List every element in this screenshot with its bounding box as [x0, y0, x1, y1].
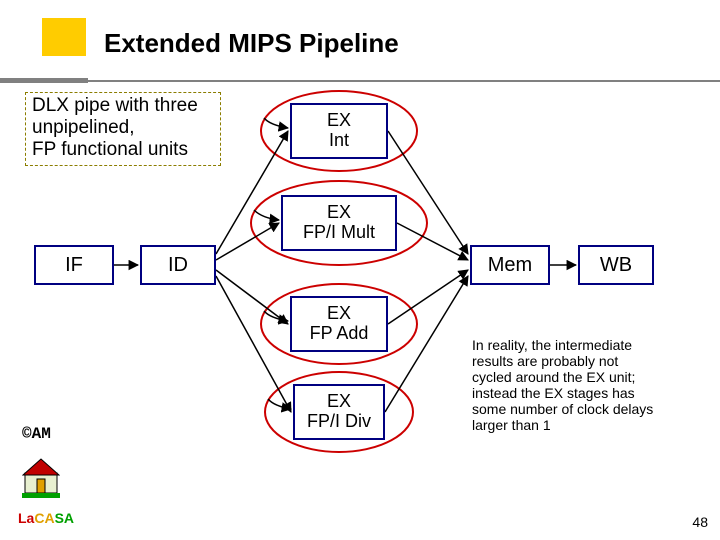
stage-ex-div: EX FP/I Div	[293, 384, 385, 440]
stage-id: ID	[140, 245, 216, 285]
stage-ex-mult: EX FP/I Mult	[281, 195, 397, 251]
desc-line-1: DLX pipe with three	[32, 95, 214, 117]
lacasa-logo-icon	[22, 455, 60, 499]
stage-ex-mult-l1: EX	[303, 203, 375, 223]
desc-line-3: FP functional units	[32, 139, 214, 161]
stage-ex-int-l2: Int	[327, 131, 351, 151]
stage-if: IF	[34, 245, 114, 285]
stage-ex-mult-l2: FP/I Mult	[303, 223, 375, 243]
stage-id-label: ID	[168, 254, 188, 276]
lacasa-ca: CA	[34, 510, 54, 526]
note-l5: some number of clock delays	[472, 401, 712, 417]
stage-ex-div-l2: FP/I Div	[307, 412, 371, 432]
stage-ex-add-l2: FP Add	[310, 324, 369, 344]
desc-line-2: unpipelined,	[32, 117, 214, 139]
note-l6: larger than 1	[472, 417, 712, 433]
page-number: 48	[692, 514, 708, 530]
stage-ex-add-l1: EX	[310, 304, 369, 324]
lacasa-sa: SA	[55, 510, 74, 526]
stage-ex-int: EX Int	[290, 103, 388, 159]
slide-title: Extended MIPS Pipeline	[104, 28, 399, 59]
lacasa-la: La	[18, 510, 34, 526]
copyright-am: ©AM	[22, 425, 51, 443]
stage-ex-add: EX FP Add	[290, 296, 388, 352]
note-l1: In reality, the intermediate	[472, 337, 712, 353]
note-text: In reality, the intermediate results are…	[472, 337, 712, 434]
stage-mem: Mem	[470, 245, 550, 285]
title-rule	[0, 78, 720, 83]
note-l4: instead the EX stages has	[472, 385, 712, 401]
stage-wb-label: WB	[600, 254, 632, 276]
stage-ex-div-l1: EX	[307, 392, 371, 412]
description-box: DLX pipe with three unpipelined, FP func…	[25, 92, 221, 166]
note-l3: cycled around the EX unit;	[472, 369, 712, 385]
note-l2: results are probably not	[472, 353, 712, 369]
stage-ex-int-l1: EX	[327, 111, 351, 131]
lacasa-text: LaCASA	[18, 510, 74, 526]
stage-if-label: IF	[65, 254, 83, 276]
stage-mem-label: Mem	[488, 254, 532, 276]
accent-square	[42, 18, 86, 56]
stage-wb: WB	[578, 245, 654, 285]
